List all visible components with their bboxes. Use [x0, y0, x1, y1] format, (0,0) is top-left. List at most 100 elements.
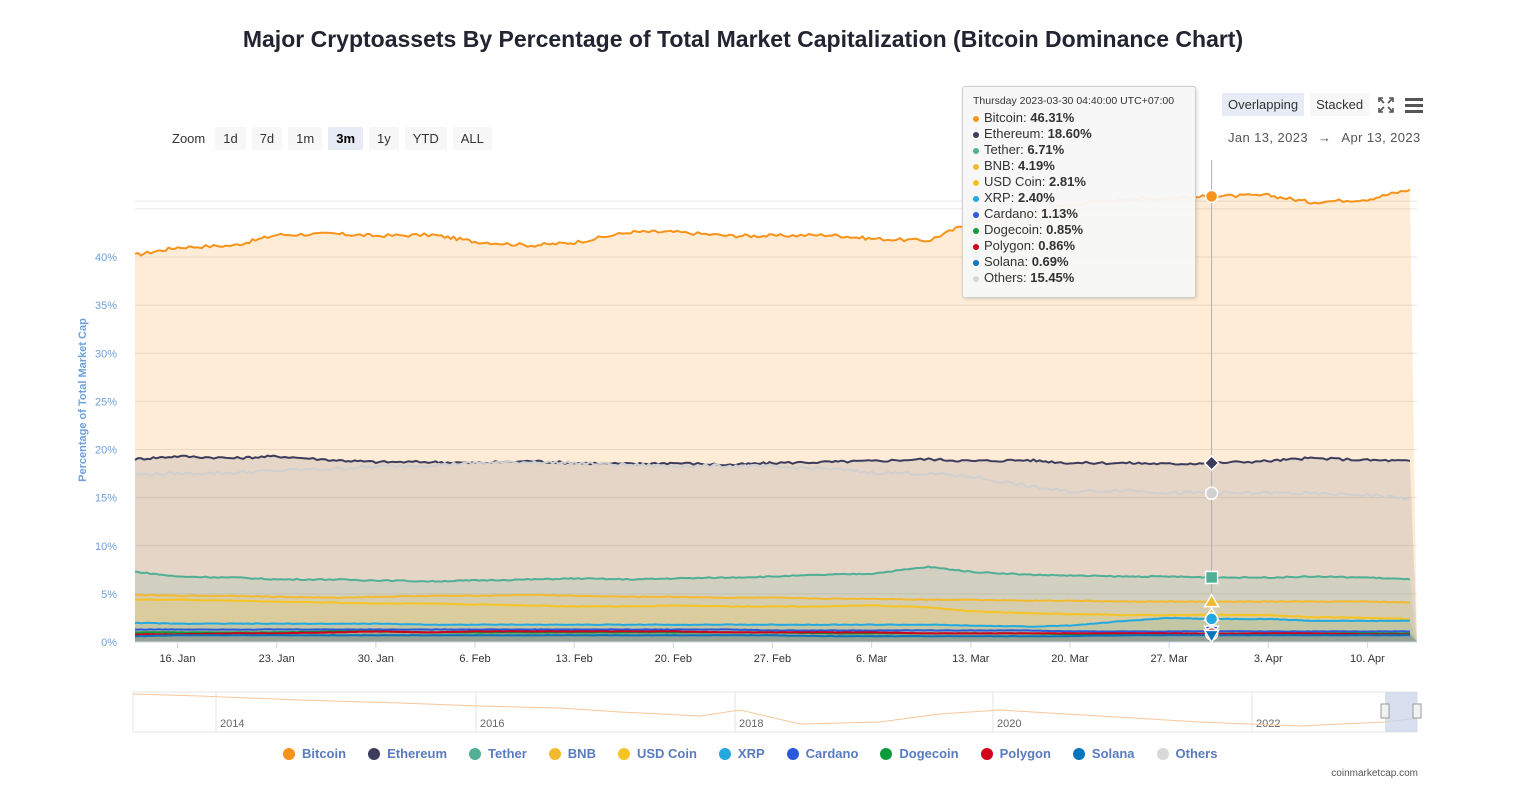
navigator-label: 2022: [1256, 718, 1280, 730]
legend-item-usd-coin[interactable]: USD Coin: [617, 746, 697, 761]
navigator-label: 2016: [480, 718, 504, 730]
tooltip-series-name: Polygon:: [984, 238, 1039, 253]
tooltip-series-name: USD Coin:: [984, 174, 1050, 189]
legend: Bitcoin Ethereum Tether BNB USD Coin XRP Carda…: [283, 746, 1217, 761]
y-tick-label: 0%: [101, 637, 117, 649]
tooltip-series-value: 0.69%: [1031, 254, 1069, 269]
ethereum-line: [134, 454, 1411, 467]
tooltip-series-name: BNB:: [984, 158, 1018, 173]
legend-item-solana[interactable]: Solana: [1072, 746, 1135, 761]
zoom-3m-button[interactable]: 3m: [328, 127, 364, 150]
navigator-frame: [132, 691, 1418, 733]
hamburger-menu-icon[interactable]: [1403, 94, 1425, 116]
legend-label: XRP: [737, 746, 765, 761]
tooltip-row: Ethereum: 18.60%: [973, 126, 1185, 142]
tooltip-date: Thursday 2023-03-30 04:40:00 UTC+07:00: [973, 95, 1175, 107]
legend-label: Solana: [1091, 746, 1135, 761]
y-tick-label: 10%: [95, 541, 117, 553]
legend-label: Dogecoin: [899, 746, 959, 761]
legend-label: Bitcoin: [302, 746, 347, 761]
navigator-series: [132, 693, 1418, 727]
legend-item-bitcoin[interactable]: Bitcoin: [283, 746, 346, 761]
fullscreen-icon[interactable]: [1375, 94, 1397, 116]
ethereum-marker: [1203, 454, 1220, 472]
zoom-all-button[interactable]: ALL: [452, 127, 492, 150]
credit[interactable]: coinmarketcap.com: [1331, 768, 1418, 779]
legend-item-bnb[interactable]: BNB: [548, 746, 596, 761]
stacked-button[interactable]: Stacked: [1310, 93, 1370, 116]
solana-area: [135, 635, 1417, 642]
y-tick-label: 35%: [95, 300, 117, 312]
legend-label: USD Coin: [636, 746, 697, 761]
zoom-1m-button[interactable]: 1m: [288, 127, 323, 150]
bitcoin-area: [135, 189, 1417, 642]
dogecoin-area: [135, 631, 1417, 642]
zoom-1y-button[interactable]: 1y: [369, 127, 399, 150]
y-tick-label: 15%: [95, 493, 117, 505]
bitcoin-line: [134, 188, 1411, 257]
range-from[interactable]: Jan 13, 2023: [1228, 130, 1308, 145]
tooltip-row: Polygon: 0.86%: [973, 238, 1185, 254]
tether-line: [134, 565, 1411, 583]
legend-swatch: [980, 747, 993, 760]
legend-label: Tether: [488, 746, 527, 761]
solana-marker: [1203, 629, 1220, 644]
tooltip-dot: [973, 275, 979, 282]
y-axis: 0% 5% 10% 15% 20% 25% 30% 35% 40% Percentage of T…: [77, 252, 117, 649]
legend-swatch: [283, 747, 295, 760]
navigator-label: 2018: [739, 718, 763, 730]
x-tick-label: 27. Mar: [1150, 653, 1188, 665]
legend-item-ethereum[interactable]: Ethereum: [368, 746, 447, 761]
tooltip-row: Tether: 6.71%: [973, 142, 1185, 158]
navigator-handle: [1380, 703, 1390, 719]
tether-marker: [1204, 570, 1219, 585]
bnb-line: [134, 593, 1410, 604]
series-areas: [135, 189, 1417, 642]
legend-item-cardano[interactable]: Cardano: [786, 746, 859, 761]
tooltip-series-name: Dogecoin:: [984, 222, 1047, 237]
zoom-ytd-button[interactable]: YTD: [404, 127, 447, 150]
tooltip-dot: [973, 195, 979, 202]
tooltip: Thursday 2023-03-30 04:40:00 UTC+07:00 B…: [962, 86, 1196, 298]
bitcoin-marker: [1204, 189, 1219, 204]
tooltip-dot: [973, 131, 979, 138]
y-tick-label: 40%: [95, 252, 117, 264]
tooltip-series-value: 2.40%: [1017, 190, 1055, 205]
y-tick-label: 5%: [101, 589, 117, 601]
x-tick-label: 16. Jan: [159, 653, 195, 665]
range-to[interactable]: Apr 13, 2023: [1341, 130, 1421, 145]
view-mode-controls: Overlapping Stacked: [1222, 93, 1425, 116]
others-line: [134, 459, 1410, 501]
legend-label: Polygon: [999, 746, 1051, 761]
navigator: 2014 2016 2018 2020 2022: [132, 691, 1422, 733]
tooltip-row: Others: 15.45%: [973, 270, 1185, 286]
legend-item-dogecoin[interactable]: Dogecoin: [880, 746, 959, 761]
zoom-7d-button[interactable]: 7d: [251, 127, 283, 150]
tooltip-series-name: Bitcoin:: [984, 110, 1031, 125]
xrp-line: [135, 616, 1410, 628]
tooltip-dot: [973, 115, 979, 122]
legend-swatch: [469, 747, 482, 760]
x-axis: 16. Jan 23. Jan 30. Jan 6. Feb 13. Feb 20. Fe…: [135, 641, 1417, 665]
legend-item-polygon[interactable]: Polygon: [980, 746, 1051, 761]
legend-item-tether[interactable]: Tether: [469, 746, 527, 761]
legend-label: Cardano: [805, 746, 859, 761]
tooltip-dot: [973, 179, 979, 186]
date-range: Jan 13, 2023 → Apr 13, 2023: [1228, 130, 1421, 145]
tooltip-row: Solana: 0.69%: [973, 254, 1185, 270]
legend-item-others[interactable]: Others: [1156, 746, 1217, 761]
tooltip-series-name: Others:: [984, 270, 1031, 285]
tooltip-series-value: 1.13%: [1041, 206, 1078, 221]
series-lines: [134, 188, 1411, 638]
tooltip-series-value: 46.31%: [1030, 110, 1075, 125]
tooltip-dot: [973, 147, 979, 154]
zoom-1d-button[interactable]: 1d: [215, 127, 246, 150]
x-tick-label: 6. Feb: [459, 653, 490, 665]
tooltip-row: USD Coin: 2.81%: [973, 174, 1185, 190]
tooltip-row: Cardano: 1.13%: [973, 206, 1185, 222]
legend-item-xrp[interactable]: XRP: [718, 746, 765, 761]
x-tick-label: 3. Apr: [1254, 653, 1283, 665]
tooltip-series-name: Tether:: [984, 142, 1028, 157]
overlapping-button[interactable]: Overlapping: [1222, 93, 1305, 116]
